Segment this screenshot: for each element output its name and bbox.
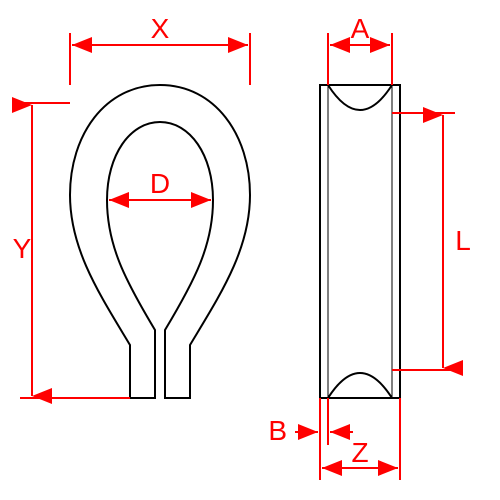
bottom-groove [328, 373, 392, 398]
thimble-diagram: X Y D A L B Z [0, 0, 500, 500]
thimble-outline [70, 85, 250, 398]
label-d: D [150, 168, 170, 199]
dimension-d: D [109, 168, 211, 200]
top-groove [328, 85, 392, 110]
side-outline [320, 85, 400, 398]
dimension-z: Z [320, 398, 400, 480]
label-y: Y [13, 233, 32, 264]
side-view [320, 85, 400, 398]
front-view [70, 85, 250, 398]
dimension-l: L [392, 113, 471, 370]
dimension-x: X [70, 13, 250, 85]
dimension-a: A [328, 13, 392, 85]
dimension-b: B [268, 398, 353, 446]
label-z: Z [351, 437, 368, 468]
label-b: B [268, 415, 287, 446]
dimension-y: Y [13, 103, 130, 398]
label-l: L [455, 225, 471, 256]
label-x: X [151, 13, 170, 44]
label-a: A [351, 13, 370, 44]
